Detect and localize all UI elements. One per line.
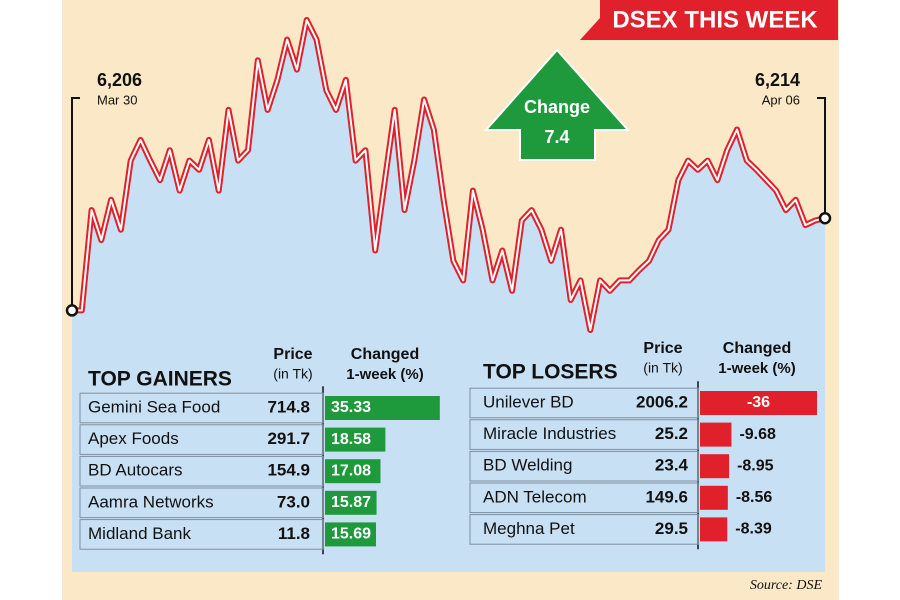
change-arrow bbox=[483, 48, 631, 161]
company-name: BD Welding bbox=[483, 456, 572, 475]
change-bar bbox=[700, 517, 728, 542]
end-point bbox=[818, 211, 832, 225]
change-value: 15.69 bbox=[331, 526, 371, 543]
change-value: -8.39 bbox=[735, 521, 772, 538]
price: 23.4 bbox=[655, 456, 689, 475]
price: 154.9 bbox=[267, 461, 310, 480]
price: 714.8 bbox=[267, 397, 310, 416]
table-title: TOP LOSERS bbox=[483, 361, 618, 384]
title-banner bbox=[580, 0, 838, 40]
row-box bbox=[79, 424, 324, 455]
change-bar bbox=[700, 422, 732, 447]
change-value: -36 bbox=[747, 394, 770, 411]
chart-layer: 6,206 Mar 30 6,214 Apr 06 Change 7.4 TOP GAINE… bbox=[65, 17, 832, 572]
row-box bbox=[79, 519, 324, 550]
change-value: 18.58 bbox=[331, 431, 371, 448]
company-name: Meghna Pet bbox=[483, 519, 575, 538]
price: 149.6 bbox=[645, 487, 688, 506]
company-name: Midland Bank bbox=[88, 524, 192, 543]
column-header: 1-week (%) bbox=[718, 360, 796, 377]
change-bar bbox=[700, 454, 730, 479]
row-box bbox=[469, 482, 699, 514]
bracket bbox=[71, 97, 80, 311]
end-point bbox=[65, 304, 79, 317]
column-header: Changed bbox=[351, 346, 419, 363]
price: 291.7 bbox=[267, 429, 310, 448]
column-header: (in Tk) bbox=[273, 366, 312, 382]
change-bar bbox=[325, 427, 386, 452]
row-box bbox=[469, 387, 699, 419]
point-date: Mar 30 bbox=[97, 92, 137, 107]
area bbox=[72, 20, 825, 572]
row-box bbox=[469, 514, 699, 545]
price: 29.5 bbox=[655, 519, 688, 538]
bracket bbox=[817, 97, 826, 219]
change-label: Change bbox=[524, 97, 590, 117]
column-header: 1-week (%) bbox=[346, 366, 424, 383]
change-value: 15.87 bbox=[331, 494, 371, 511]
company-name: ADN Telecom bbox=[483, 487, 587, 506]
point-value: 6,214 bbox=[755, 70, 800, 90]
company-name: Gemini Sea Food bbox=[88, 397, 220, 416]
line-highlight bbox=[72, 19, 826, 331]
row-box bbox=[79, 487, 324, 519]
row-box bbox=[79, 455, 324, 487]
company-name: Miracle Industries bbox=[483, 424, 616, 443]
column-header: Price bbox=[273, 346, 312, 363]
source: Source: DSE bbox=[750, 578, 823, 593]
change-value: -9.68 bbox=[739, 426, 776, 443]
company-name: Apex Foods bbox=[88, 429, 179, 448]
change-bar bbox=[700, 485, 728, 510]
row-box bbox=[469, 450, 699, 482]
change-bar bbox=[325, 490, 377, 515]
price: 25.2 bbox=[655, 424, 688, 443]
price: 2006.2 bbox=[636, 392, 688, 411]
change-bar bbox=[325, 396, 440, 420]
point-date: Apr 06 bbox=[762, 92, 800, 107]
change-value: 35.33 bbox=[331, 399, 371, 416]
change-value: -8.95 bbox=[737, 457, 774, 474]
price: 11.8 bbox=[278, 524, 310, 543]
point-value: 6,206 bbox=[97, 70, 142, 90]
row-box bbox=[469, 419, 699, 450]
change-value: -8.56 bbox=[736, 489, 773, 506]
price: 73.0 bbox=[277, 492, 310, 511]
change-value: 7.4 bbox=[544, 127, 569, 147]
company-name: BD Autocars bbox=[88, 461, 183, 480]
company-name: Aamra Networks bbox=[88, 492, 214, 511]
change-bar bbox=[325, 459, 381, 484]
company-name: Unilever BD bbox=[483, 392, 574, 411]
table-title: TOP GAINERS bbox=[88, 368, 232, 391]
change-value: 17.08 bbox=[331, 462, 371, 479]
column-header: Changed bbox=[723, 340, 791, 357]
change-bar bbox=[700, 391, 817, 415]
column-header: (in Tk) bbox=[643, 360, 682, 376]
change-bar bbox=[325, 522, 376, 547]
column-header: Price bbox=[643, 340, 682, 357]
title: DSEX THIS WEEK bbox=[612, 6, 818, 33]
row-box bbox=[79, 392, 324, 424]
